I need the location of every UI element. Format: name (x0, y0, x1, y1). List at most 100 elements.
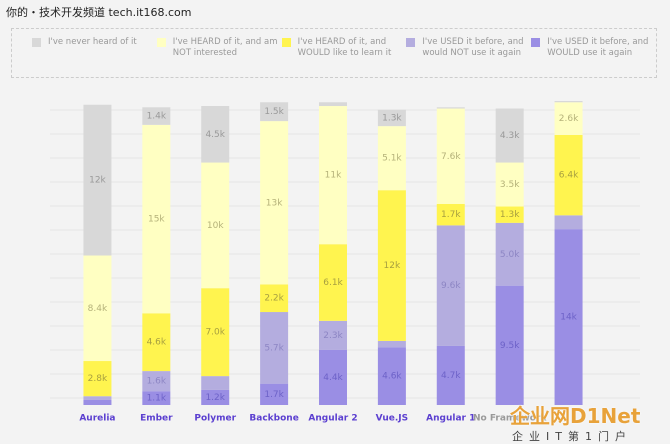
legend-item: I've USED it before, and would NOT use i… (406, 37, 531, 77)
bar-segment (377, 190, 406, 341)
value-label: 1.7k (441, 210, 461, 220)
legend-swatch (156, 38, 166, 47)
watermark: 你的・技术开发频道 tech.it168.com (6, 6, 192, 19)
value-label: 12k (384, 261, 401, 271)
value-label: 1.3k (500, 210, 520, 220)
bar-segment (142, 124, 171, 314)
value-label: 4.6k (382, 372, 402, 382)
x-tick-label: No Framework (473, 414, 547, 424)
bar-segment (201, 389, 230, 405)
bar-segment (260, 383, 289, 405)
value-label: 5.7k (264, 343, 284, 353)
x-tick-label: Angular 2 (308, 414, 357, 424)
value-label: 1.3k (382, 113, 402, 123)
bar-segment (319, 244, 347, 321)
legend-swatch (281, 38, 291, 47)
legend-label: I've never heard of it (48, 37, 137, 47)
value-label: 4.6k (147, 338, 167, 348)
bar-segment (436, 345, 465, 405)
bar-segment (260, 102, 289, 122)
value-label: 4.3k (500, 131, 520, 141)
value-label: 8.4k (88, 304, 108, 314)
bar-segment (377, 126, 406, 191)
x-tick-label: Polymer (194, 414, 236, 424)
value-label: 3.5k (500, 180, 520, 190)
bar-segment (495, 108, 524, 163)
watermark: 企业网D1Net (510, 404, 641, 428)
bar-segment (377, 109, 406, 127)
bar-segment (436, 108, 465, 205)
legend-label: I've HEARD of it, and am NOT interested (172, 37, 278, 58)
bar-segment (554, 229, 583, 405)
bar-segment (319, 320, 347, 350)
bar-segment (201, 376, 230, 390)
legend-item: I've HEARD of it, and am NOT interested (156, 37, 282, 77)
bar-segment (260, 121, 289, 285)
bar-segment (83, 255, 112, 362)
bar-segment (142, 313, 171, 372)
x-tick-label: Ember (140, 414, 173, 424)
value-label: 14k (560, 313, 577, 323)
bar-segment (142, 107, 171, 125)
bar-segment (201, 106, 230, 163)
bar-segment (142, 371, 171, 392)
legend-item: I've USED it before, and WOULD use it ag… (531, 37, 656, 77)
bar-segment (377, 340, 406, 348)
bar-segment (436, 107, 465, 109)
bar-segment (554, 215, 583, 230)
x-tick-label: Angular 1 (426, 414, 475, 424)
value-label: 1.1k (147, 394, 167, 404)
bar-segment (83, 104, 112, 256)
bar-segment (260, 312, 289, 384)
bar-segment (495, 285, 524, 405)
value-label: 13k (266, 198, 283, 208)
bar-segment (319, 102, 347, 107)
bar-segment (201, 162, 230, 289)
legend-label: I've USED it before, and WOULD use it ag… (547, 37, 649, 58)
value-label: 4.4k (323, 373, 343, 383)
bar-segment (554, 101, 583, 103)
bar-segment (495, 222, 524, 286)
bar-segment (142, 391, 171, 405)
value-label: 5.0k (500, 250, 520, 260)
value-label: 1.7k (264, 390, 284, 400)
legend-swatch (406, 38, 416, 47)
value-label: 7.6k (441, 152, 461, 162)
x-tick-label: Aurelia (79, 414, 115, 424)
bar-segment (319, 349, 347, 405)
value-label: 4.5k (205, 130, 225, 140)
x-tick-label: Vue.JS (376, 414, 408, 424)
value-label: 12k (89, 176, 106, 186)
value-label: 2.6k (559, 114, 579, 124)
legend-label: I've USED it before, and would NOT use i… (422, 37, 524, 58)
value-label: 15k (148, 215, 165, 225)
value-label: 6.1k (323, 278, 343, 288)
value-label: 1.6k (147, 377, 167, 387)
value-label: 5.1k (382, 154, 402, 164)
value-label: 2.8k (88, 374, 108, 384)
legend-swatch (531, 38, 541, 47)
value-label: 1.5k (264, 107, 284, 117)
bar-segment (201, 288, 230, 377)
bar-segment (83, 399, 112, 405)
value-label: 11k (325, 171, 342, 181)
bar-segment (495, 206, 524, 223)
value-label: 2.2k (264, 294, 284, 304)
value-label: 4.7k (441, 371, 461, 381)
bar-segment (319, 106, 347, 245)
legend-item: I've HEARD of it, and WOULD like to lear… (281, 37, 407, 77)
watermark: 企业IT第1门户 (512, 430, 632, 443)
value-label: 2.3k (323, 331, 343, 341)
x-tick-label: Backbone (249, 414, 298, 424)
bar-segment (83, 361, 112, 397)
bar-segment (495, 162, 524, 207)
bar-segment (377, 347, 406, 405)
value-label: 9.6k (441, 281, 461, 291)
bar-segment (436, 225, 465, 346)
value-label: 10k (207, 221, 224, 231)
legend: I've never heard of it I've HEARD of it, … (11, 28, 657, 78)
bar-segment (554, 102, 583, 135)
value-label: 1.4k (147, 112, 167, 122)
legend-item: I've never heard of it (32, 37, 157, 77)
